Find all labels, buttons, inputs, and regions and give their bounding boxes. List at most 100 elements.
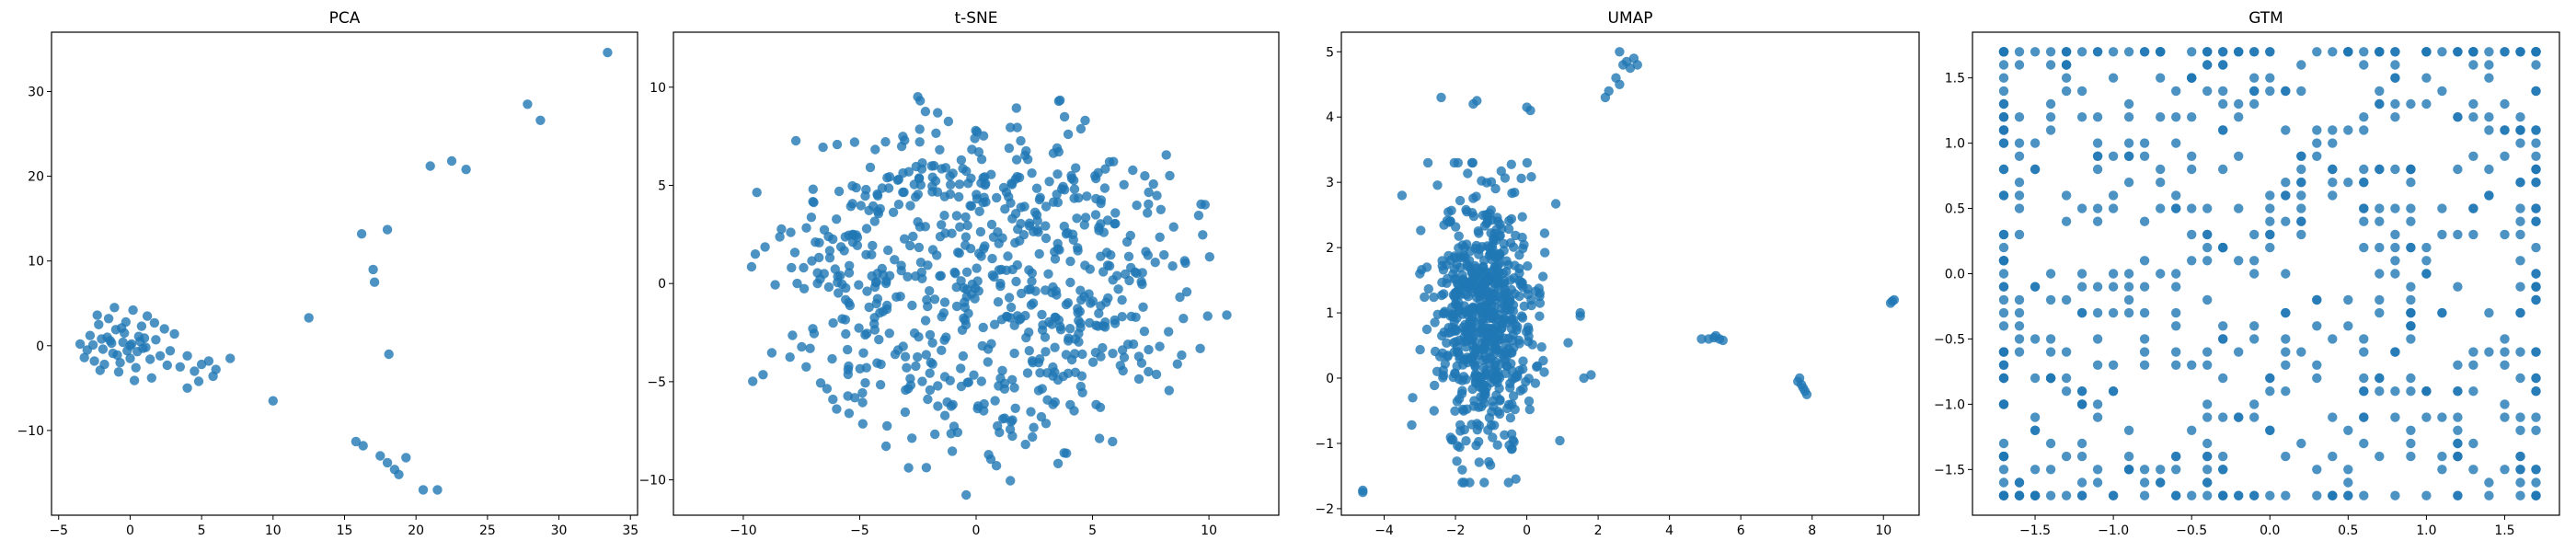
data-point [2187,203,2197,213]
data-point [2123,307,2134,318]
data-point [1579,373,1589,384]
data-point [766,348,777,358]
data-point [1031,210,1042,220]
data-point [2171,321,2181,331]
data-point [2218,334,2228,344]
data-point [824,253,835,263]
y-tick-label: 10 [650,81,666,96]
data-point [1151,369,1162,380]
data-point [418,485,429,495]
data-point [2453,386,2463,397]
data-point [858,348,868,358]
data-point [1563,338,1573,348]
data-point [1470,377,1481,387]
data-point [2390,203,2400,213]
data-point [1508,435,1518,445]
data-point [2202,451,2213,462]
data-point [2515,216,2525,226]
data-point [2468,360,2478,370]
data-point [835,242,846,252]
data-point [1718,335,1729,346]
data-point [1998,490,2009,500]
data-point [182,383,192,393]
data-point [951,282,961,293]
data-point [960,297,970,307]
data-point [2123,138,2134,148]
data-point [2281,360,2291,370]
data-point [2139,465,2150,475]
data-point [1998,438,2009,449]
data-point [860,190,870,201]
data-point [131,362,141,373]
data-point [1138,302,1148,312]
data-point [895,292,905,302]
data-point [854,323,864,333]
data-point [1477,401,1487,412]
data-point [2265,386,2275,397]
data-point [2515,307,2525,318]
data-point [2202,294,2213,305]
data-point [2500,465,2510,475]
data-point [2406,282,2416,292]
data-point [2076,386,2087,397]
data-point [930,429,940,440]
data-point [2437,47,2447,57]
data-point [2312,47,2322,57]
data-point [976,251,986,261]
data-point [916,164,927,174]
data-point [1204,252,1215,262]
data-point [2139,47,2150,57]
x-tick-label: 10 [1201,523,1217,538]
data-point [1024,265,1034,275]
data-point [849,137,860,147]
data-point [955,222,965,232]
x-tick-label: 35 [622,523,638,538]
data-point [1020,310,1030,321]
data-point [169,328,179,339]
data-point [2171,269,2181,279]
data-point [925,368,935,378]
data-point [141,342,151,352]
data-point [799,283,810,293]
data-point [1454,243,1464,253]
data-point [832,404,842,414]
data-point [911,192,921,202]
data-point [870,144,880,155]
data-point [2406,98,2416,109]
y-tick-label: 1.0 [1945,137,1965,152]
data-point [2076,399,2087,409]
data-point [2139,477,2150,488]
data-point [2123,294,2134,305]
data-point [1059,111,1070,122]
data-point [2061,373,2072,384]
data-point [935,232,946,242]
data-point [1458,372,1469,382]
data-point [2421,490,2432,500]
data-point [2265,242,2275,253]
data-point [2328,125,2338,135]
data-point [1011,276,1021,287]
y-tick-label: −2 [1315,502,1334,517]
data-point [2045,269,2056,279]
data-point [1119,179,1129,190]
data-point [2531,465,2541,475]
data-point [2531,386,2541,397]
data-point [2312,321,2322,331]
data-point [2359,112,2369,122]
data-point [2359,438,2369,449]
data-point [1518,384,1528,394]
data-point [1106,250,1116,260]
data-point [880,441,891,452]
data-point [1535,298,1546,308]
data-point [2375,269,2385,279]
data-point [992,192,1002,203]
data-point [2375,242,2385,253]
data-point [358,441,368,451]
data-point [2515,178,2525,188]
data-point [2030,425,2041,435]
data-point [857,397,868,408]
data-point [1801,389,1812,399]
data-point [1485,460,1496,470]
data-point [2156,47,2166,57]
y-tick-label: 5 [658,178,666,193]
